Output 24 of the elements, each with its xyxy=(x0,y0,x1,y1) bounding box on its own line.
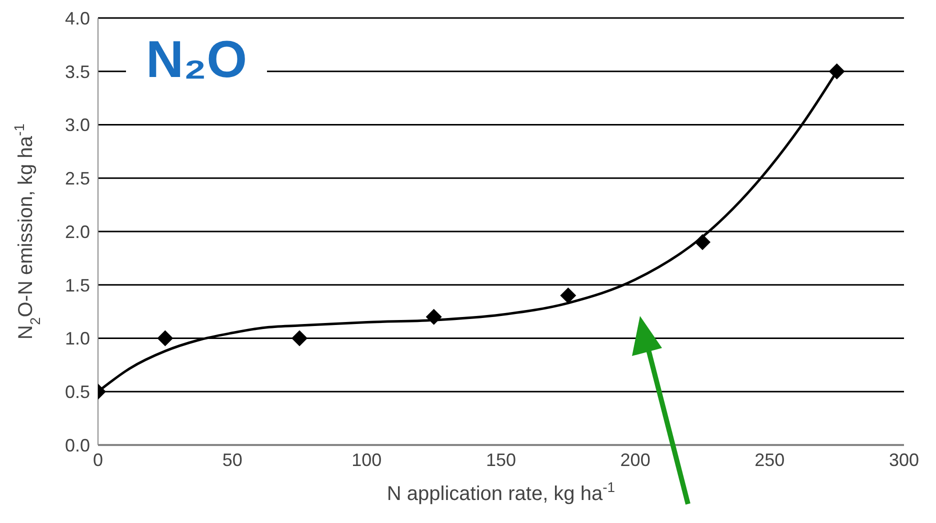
point xyxy=(560,288,576,304)
y-tick-label: 3.0 xyxy=(64,115,90,136)
x-tick-label: 0 xyxy=(92,450,104,470)
x-tick-label: 200 xyxy=(620,450,650,470)
y-tick-label: 3.5 xyxy=(64,62,90,82)
x-axis-title: N application rate, kg ha$^{-1}$ xyxy=(386,479,616,505)
y-tick-label: 4.0 xyxy=(64,8,90,28)
y-tick-label: 0.0 xyxy=(64,435,90,456)
x-tick-label: 50 xyxy=(222,450,242,470)
x-tick-label: 150 xyxy=(486,450,516,470)
point xyxy=(292,330,308,346)
y-tick-label: 2.5 xyxy=(64,168,90,189)
x-tick-label: 300 xyxy=(888,450,920,470)
y-tick-label: 0.5 xyxy=(64,382,90,402)
x-tick-label: 250 xyxy=(754,450,785,470)
point xyxy=(694,234,710,250)
y-tick-label: 1.5 xyxy=(64,275,90,296)
point xyxy=(157,330,174,346)
point xyxy=(828,63,845,80)
x-tick-label: 100 xyxy=(352,450,382,470)
y-tick-label: 2.0 xyxy=(64,222,90,242)
y-tick-label: 1.0 xyxy=(64,328,90,349)
point xyxy=(426,308,442,325)
annotation: N₂O xyxy=(126,30,268,90)
